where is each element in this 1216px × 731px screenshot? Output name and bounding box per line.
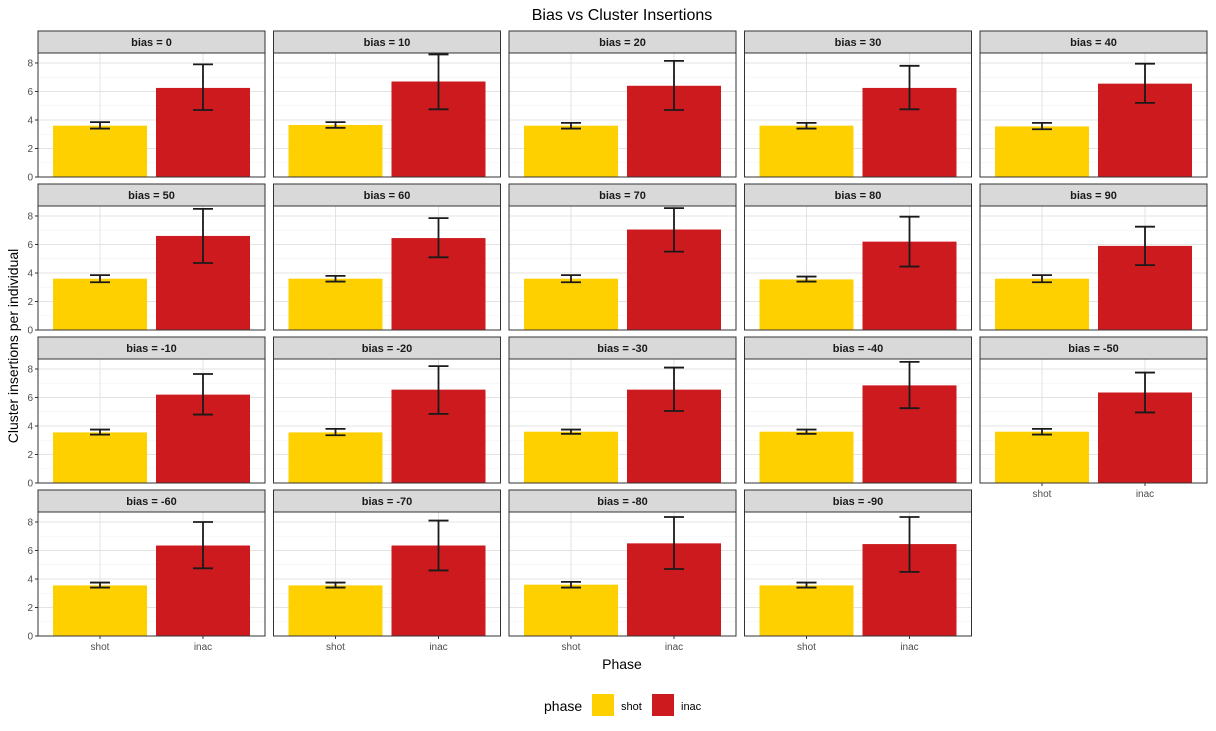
x-tick-label: inac <box>1136 489 1154 500</box>
facet-panel-border <box>979 52 1208 178</box>
facet-strip-label: bias = -10 <box>126 343 176 355</box>
facet-strip-label: bias = -80 <box>597 496 647 508</box>
facet-strip-label: bias = -50 <box>1068 343 1118 355</box>
y-tick-label: 2 <box>27 297 33 308</box>
facet-strip-label: bias = 80 <box>835 190 882 202</box>
facet-strip-label: bias = 40 <box>1070 37 1117 49</box>
bar-shot <box>53 125 147 177</box>
facet-panel-border <box>508 511 737 637</box>
bar-shot <box>288 432 383 483</box>
y-tick-label: 8 <box>27 211 33 222</box>
x-tick-label: inac <box>194 642 212 653</box>
y-tick-label: 6 <box>27 87 33 98</box>
facet-strip-label: bias = -30 <box>597 343 647 355</box>
facet-panel-border <box>744 205 972 331</box>
bar-shot <box>524 278 618 330</box>
bar-shot <box>759 279 854 330</box>
facet-panel-border <box>508 52 737 178</box>
facet-panel-border <box>508 205 737 331</box>
y-tick-label: 8 <box>27 364 33 375</box>
y-tick-label: 6 <box>27 546 33 557</box>
bar-shot <box>995 431 1089 483</box>
facet-panel-border <box>37 358 266 484</box>
x-tick-label: shot <box>326 642 345 653</box>
facet-panel-border <box>37 205 266 331</box>
facet-panel-border <box>273 358 501 484</box>
facet-panel-border <box>37 52 266 178</box>
facet-strip-label: bias = 10 <box>364 37 411 49</box>
y-tick-label: 0 <box>27 479 33 490</box>
facet-strip-label: bias = -90 <box>833 496 883 508</box>
y-tick-label: 0 <box>27 326 33 337</box>
y-tick-label: 0 <box>27 173 33 184</box>
facet-strip-label: bias = 0 <box>131 37 172 49</box>
facet-panel-border <box>979 205 1208 331</box>
x-tick-label: inac <box>900 642 918 653</box>
y-tick-label: 6 <box>27 240 33 251</box>
x-tick-label: inac <box>429 642 447 653</box>
x-axis-title: Phase <box>602 656 642 672</box>
facet-panel-border <box>744 52 972 178</box>
legend-label-shot: shot <box>621 701 642 713</box>
bar-shot <box>759 431 854 483</box>
bar-shot <box>53 585 147 636</box>
y-tick-label: 8 <box>27 517 33 528</box>
y-axis-title: Cluster insertions per individual <box>5 249 21 444</box>
bar-shot <box>288 124 383 177</box>
legend-key-shot <box>592 694 614 716</box>
facet-strip-label: bias = 50 <box>128 190 175 202</box>
bar-shot <box>288 585 383 636</box>
y-tick-label: 2 <box>27 144 33 155</box>
x-tick-label: inac <box>665 642 683 653</box>
y-tick-label: 4 <box>27 268 33 279</box>
x-tick-label: shot <box>1033 489 1052 500</box>
bar-shot <box>759 125 854 177</box>
y-tick-label: 2 <box>27 450 33 461</box>
y-tick-label: 4 <box>27 115 33 126</box>
x-tick-label: shot <box>91 642 110 653</box>
facet-panel-border <box>744 358 972 484</box>
facet-strip-label: bias = -20 <box>362 343 412 355</box>
bar-shot <box>53 278 147 330</box>
legend-key-inac <box>652 694 674 716</box>
legend-label-inac: inac <box>681 701 702 713</box>
bar-shot <box>995 278 1089 330</box>
bar-shot <box>524 431 618 483</box>
facet-strip-label: bias = 60 <box>364 190 411 202</box>
facet-panel-border <box>744 511 972 637</box>
facet-panel-border <box>37 511 266 637</box>
y-tick-label: 8 <box>27 58 33 69</box>
y-tick-label: 4 <box>27 421 33 432</box>
bar-shot <box>524 125 618 177</box>
bar-shot <box>53 432 147 483</box>
bar-shot <box>759 585 854 636</box>
y-tick-label: 2 <box>27 603 33 614</box>
facet-panel-border <box>979 358 1208 484</box>
y-tick-label: 4 <box>27 574 33 585</box>
y-tick-label: 0 <box>27 632 33 643</box>
facet-panels: bias = 0 0 2 4 6 8 bias = 10 bias = 20 bias = 30… <box>27 30 1208 653</box>
x-tick-label: shot <box>797 642 816 653</box>
facet-strip-label: bias = 30 <box>835 37 882 49</box>
chart-title: Bias vs Cluster Insertions <box>532 7 713 24</box>
facet-panel-border <box>273 205 501 331</box>
facet-strip-label: bias = -40 <box>833 343 883 355</box>
facet-strip-label: bias = -60 <box>126 496 176 508</box>
facet-strip-label: bias = -70 <box>362 496 412 508</box>
bar-shot <box>995 126 1089 177</box>
y-tick-label: 6 <box>27 393 33 404</box>
facet-strip-label: bias = 70 <box>599 190 646 202</box>
bar-shot <box>524 584 618 636</box>
facet-panel-border <box>273 511 501 637</box>
legend-title: phase <box>544 698 582 714</box>
bar-shot <box>288 278 383 330</box>
facet-strip-label: bias = 90 <box>1070 190 1117 202</box>
x-tick-label: shot <box>562 642 581 653</box>
legend: phase shot inac <box>544 694 702 716</box>
facet-panel-border <box>273 52 501 178</box>
facet-panel-border <box>508 358 737 484</box>
facet-strip-label: bias = 20 <box>599 37 646 49</box>
